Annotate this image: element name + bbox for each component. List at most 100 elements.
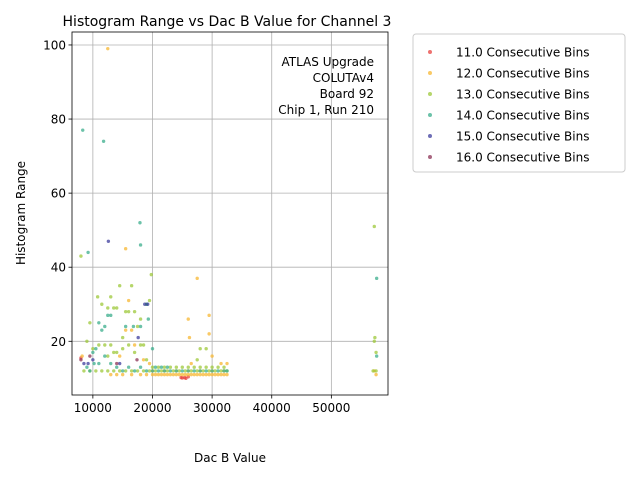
data-point	[186, 369, 190, 373]
data-point	[123, 309, 128, 314]
data-point	[79, 254, 83, 258]
data-point	[189, 369, 193, 373]
data-point	[165, 372, 170, 377]
data-point	[204, 369, 208, 373]
data-point	[195, 276, 199, 281]
data-point	[171, 369, 176, 373]
data-point	[165, 365, 170, 369]
data-point	[85, 339, 89, 343]
data-point	[117, 361, 122, 366]
data-point	[207, 313, 211, 318]
data-point	[372, 224, 376, 229]
data-point	[106, 313, 110, 318]
data-point	[131, 324, 136, 329]
x-axis-label: Dac B Value	[194, 451, 266, 465]
data-point	[159, 365, 164, 369]
data-point	[144, 369, 149, 373]
data-point	[123, 328, 128, 332]
data-point	[180, 365, 185, 369]
data-point	[82, 369, 86, 373]
data-point	[126, 309, 131, 314]
data-point	[138, 365, 143, 369]
data-point	[186, 317, 190, 321]
data-point	[192, 365, 196, 369]
data-point	[103, 343, 107, 347]
data-point	[159, 372, 164, 377]
data-point	[109, 343, 113, 347]
data-point	[120, 372, 125, 377]
data-point	[101, 139, 106, 143]
data-point	[180, 372, 185, 377]
data-point	[112, 306, 116, 310]
data-point	[216, 365, 220, 369]
y-axis-label: Histogram Range	[14, 161, 28, 265]
data-point	[138, 243, 143, 247]
data-point	[222, 369, 226, 373]
data-point	[225, 372, 229, 377]
data-point	[135, 369, 140, 373]
y-tick-label: 40	[51, 261, 66, 275]
data-point	[143, 302, 147, 306]
data-point	[225, 369, 229, 373]
data-point	[106, 369, 110, 373]
data-point	[225, 361, 229, 366]
data-point	[115, 365, 119, 369]
data-point	[213, 369, 217, 373]
legend-box	[412, 33, 626, 173]
series-1	[79, 356, 190, 381]
data-point	[150, 346, 155, 351]
data-point	[374, 350, 378, 355]
annotation-line-1: ATLAS Upgrade	[281, 55, 374, 69]
data-point	[132, 343, 137, 347]
data-point	[103, 354, 107, 358]
data-point	[79, 358, 83, 362]
data-point	[207, 372, 211, 377]
x-tick-label: 10000	[74, 401, 112, 415]
data-point	[129, 328, 134, 332]
data-points	[79, 46, 379, 381]
data-point	[162, 365, 167, 369]
data-point	[141, 343, 146, 347]
data-point	[198, 346, 202, 351]
y-tick-label: 100	[43, 38, 66, 52]
series-4	[81, 128, 379, 373]
data-point	[210, 365, 214, 369]
data-point	[112, 369, 116, 373]
data-point	[204, 372, 208, 377]
data-point	[144, 358, 149, 362]
legend-entry: 11.0 Consecutive Bins	[456, 46, 589, 60]
data-point	[132, 350, 137, 355]
data-point	[132, 309, 137, 314]
x-tick-label: 20000	[133, 401, 171, 415]
data-point	[95, 295, 100, 299]
data-point	[204, 365, 208, 369]
x-tick-label: 40000	[253, 401, 291, 415]
data-point	[180, 369, 185, 373]
data-point	[204, 346, 208, 351]
data-point	[156, 369, 161, 373]
x-tick-label: 50000	[312, 401, 350, 415]
data-point	[177, 372, 182, 377]
y-axis-ticks: 20 40 60 80 100	[43, 38, 72, 349]
data-point	[106, 46, 110, 51]
data-point	[138, 324, 143, 329]
data-point	[213, 372, 217, 377]
data-point	[91, 350, 95, 355]
data-point	[156, 365, 161, 369]
legend-entry: 15.0 Consecutive Bins	[456, 130, 589, 144]
data-point	[117, 354, 122, 358]
data-point	[374, 276, 379, 281]
data-point	[168, 369, 173, 373]
data-point	[373, 335, 377, 340]
data-point	[189, 372, 193, 377]
legend-marker	[428, 155, 432, 159]
data-point	[195, 369, 199, 373]
data-point	[100, 328, 104, 332]
data-point	[115, 306, 119, 310]
data-point	[86, 250, 90, 255]
data-point	[186, 365, 190, 369]
data-point	[81, 128, 85, 132]
data-point	[126, 298, 131, 303]
legend-entry: 12.0 Consecutive Bins	[456, 67, 589, 81]
